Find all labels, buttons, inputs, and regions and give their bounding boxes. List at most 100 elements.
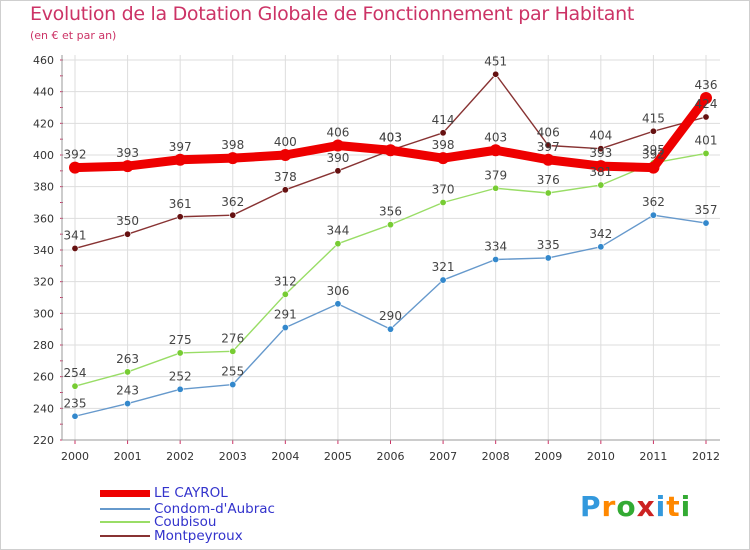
data-label: 334 [484,240,507,254]
data-label: 341 [64,228,87,242]
x-tick-label: 2004 [271,450,299,463]
data-point [594,160,607,173]
data-label: 397 [169,140,192,154]
x-tick-label: 2005 [324,450,352,463]
legend-label-montpeyroux: Montpeyroux [154,528,243,544]
y-tick-label: 400 [33,149,54,162]
data-point [544,189,552,197]
data-point [334,167,342,175]
legend-item-coubisou: Coubisou [100,514,217,530]
y-tick-label: 380 [33,181,54,194]
data-label: 392 [642,148,665,162]
x-tick-label: 2012 [692,450,720,463]
data-label: 395 [642,143,665,157]
data-point [492,70,500,78]
data-label: 362 [642,195,665,209]
data-label: 357 [695,203,718,217]
logo-letter: x [636,490,656,523]
data-point [597,145,605,153]
legend-swatch-le-cayrol [100,489,150,497]
data-point [492,255,500,263]
data-label: 321 [432,260,455,274]
data-point [386,221,394,229]
data-label: 403 [484,130,507,144]
data-label: 350 [116,214,139,228]
data-label: 376 [537,173,560,187]
data-point [334,240,342,248]
x-tick-label: 2007 [429,450,457,463]
data-point [439,276,447,284]
data-label: 254 [64,366,87,380]
data-label: 398 [221,138,244,152]
legend-label-le-cayrol: LE CAYROL [154,485,228,501]
logo-letter: o [616,490,637,523]
data-label: 403 [379,130,402,144]
data-label: 436 [695,78,718,92]
y-tick-label: 340 [33,244,54,257]
data-label: 393 [589,146,612,160]
x-tick-label: 2001 [114,450,142,463]
data-point [124,230,132,238]
data-label: 400 [274,135,297,149]
data-label: 312 [274,274,297,288]
data-point [124,400,132,408]
data-point [597,181,605,189]
data-label: 403 [379,130,402,144]
y-tick-label: 240 [33,402,54,415]
data-label: 344 [326,224,349,238]
data-label: 362 [221,195,244,209]
x-tick-label: 2000 [61,450,89,463]
y-tick-label: 300 [33,307,54,320]
data-label: 263 [116,352,139,366]
data-point [176,385,184,393]
data-point [281,186,289,194]
brand-logo: Proxiti [580,490,691,523]
data-label: 398 [432,138,455,152]
legend-label-condom-daubrac: Condom-d'Aubrac [154,501,275,517]
y-tick-label: 460 [33,54,54,67]
data-point [71,244,79,252]
data-point [597,243,605,251]
legend-swatch-condom-daubrac [100,508,150,510]
data-point [649,127,657,135]
x-tick-label: 2011 [639,450,667,463]
data-label: 451 [484,54,507,68]
data-point [226,152,239,165]
logo-letter: t [666,490,681,523]
x-tick-label: 2003 [219,450,247,463]
x-tick-label: 2002 [166,450,194,463]
chart-subtitle: (en € et par an) [30,29,117,42]
data-point [121,160,134,173]
chart-title: Evolution de la Dotation Globale de Fonc… [30,3,635,25]
data-point [647,161,660,174]
data-point [279,149,292,161]
y-tick-label: 220 [33,434,54,447]
data-point [229,211,237,219]
logo-letter: r [601,490,617,523]
data-label: 291 [274,308,297,322]
data-label: 424 [695,97,718,111]
data-label: 276 [221,331,244,345]
data-point [437,152,450,165]
data-label: 406 [537,126,560,140]
data-point [439,129,447,137]
x-tick-label: 2009 [534,450,562,463]
data-point [331,139,344,152]
data-label: 390 [326,151,349,165]
data-point [386,325,394,333]
data-label: 290 [379,309,402,323]
y-tick-label: 420 [33,117,54,130]
data-point [281,290,289,298]
data-point [544,142,552,150]
data-point [281,324,289,332]
data-label: 252 [169,369,192,383]
data-point [489,144,502,157]
y-tick-label: 320 [33,276,54,289]
data-label: 335 [537,238,560,252]
data-label: 243 [116,384,139,398]
data-point [649,211,657,219]
legend-label-coubisou: Coubisou [154,514,217,530]
data-point [702,219,710,227]
data-label: 255 [221,365,244,379]
